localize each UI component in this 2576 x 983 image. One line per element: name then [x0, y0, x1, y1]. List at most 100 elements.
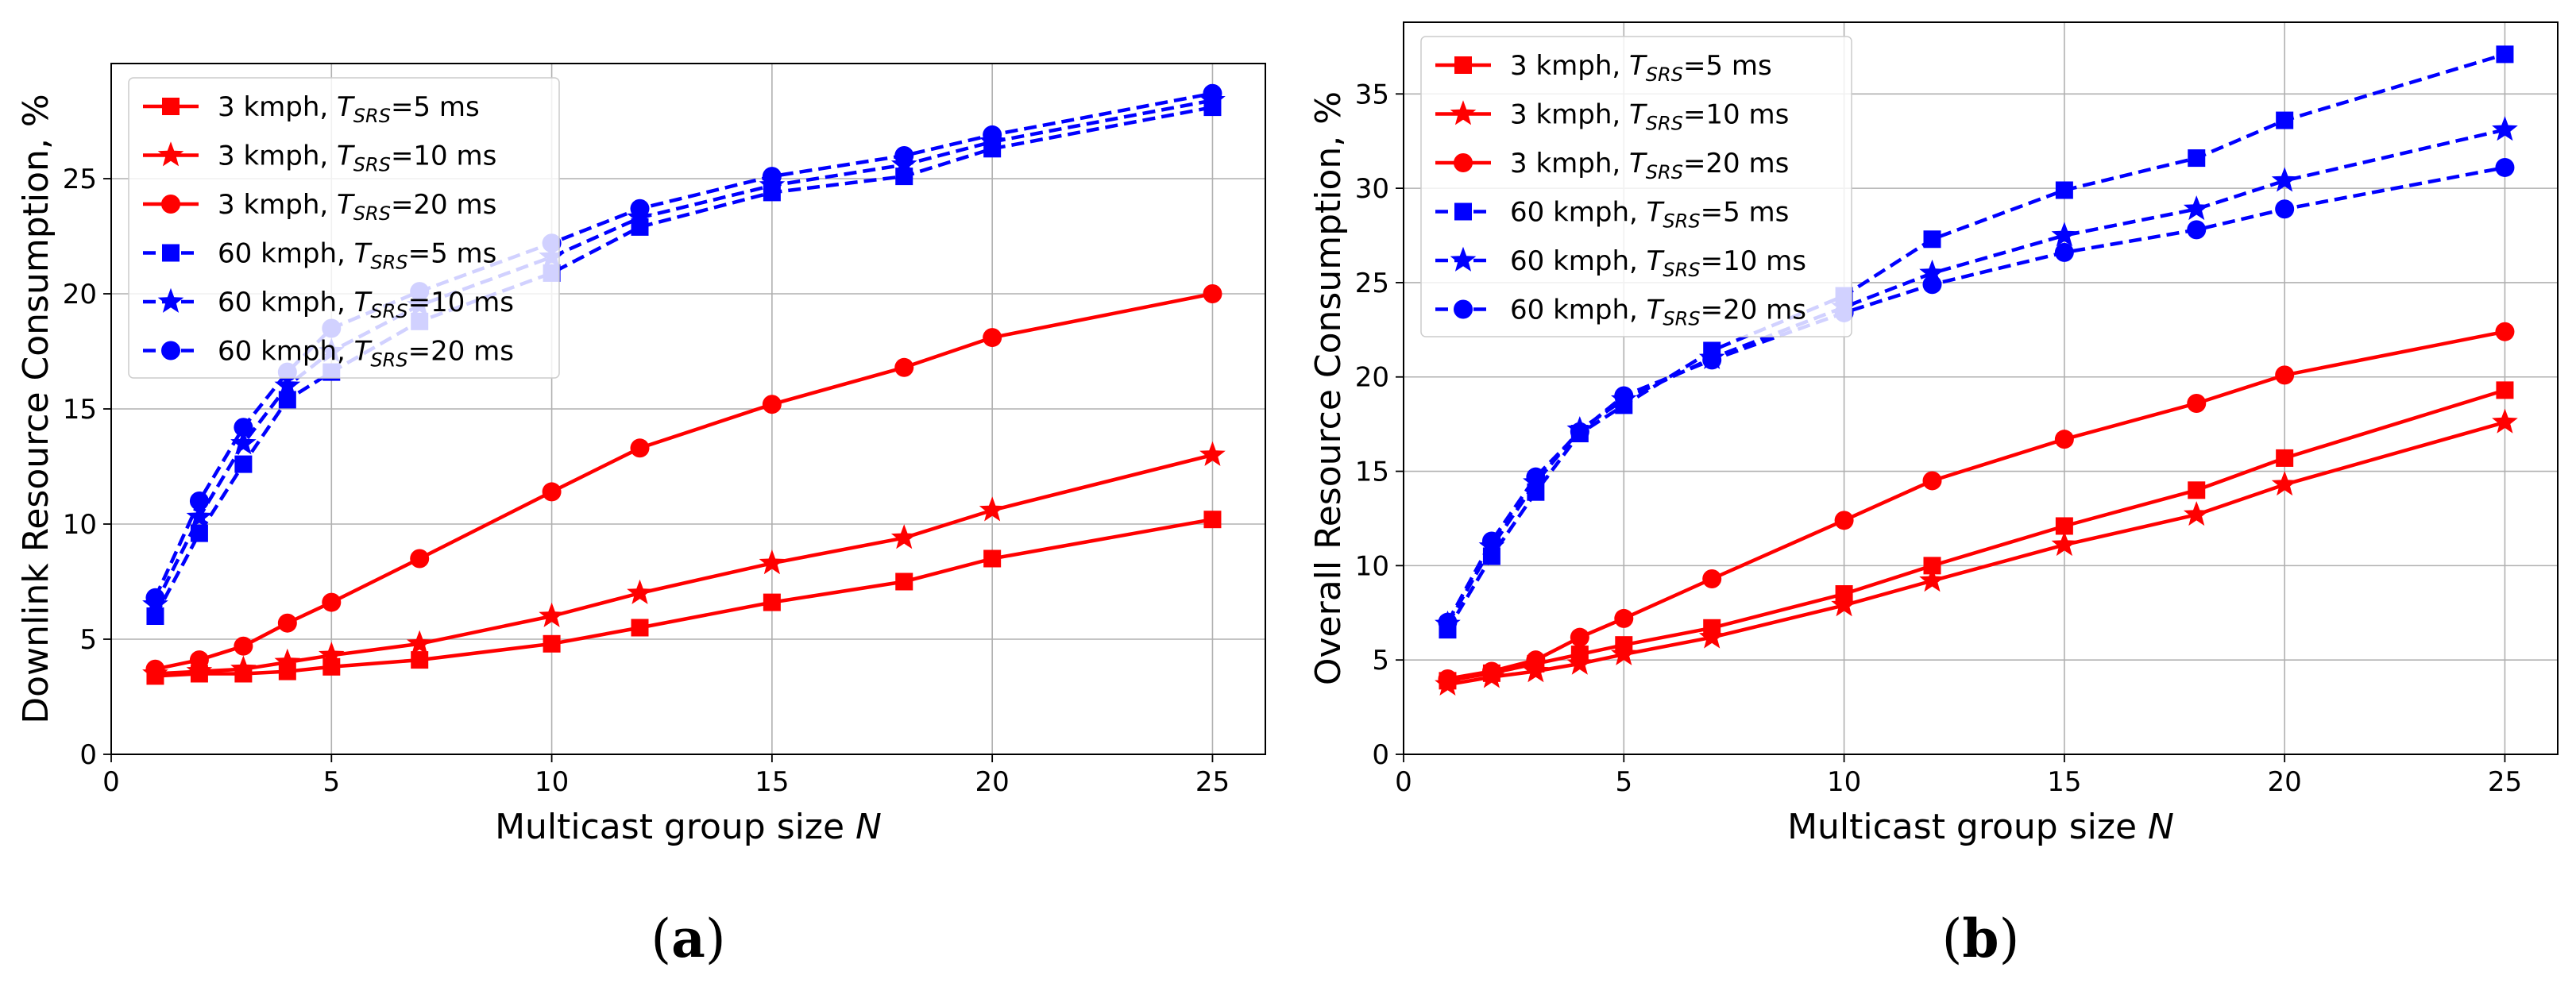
data-point [189, 492, 209, 511]
legend-entry: 60 kmph, TSRS=20 ms [1435, 295, 1806, 330]
x-tick-label: 20 [975, 766, 1010, 798]
x-tick-label: 15 [755, 766, 789, 798]
data-point [2275, 365, 2295, 385]
data-point [1922, 275, 1942, 295]
legend-box [128, 77, 560, 379]
legend-marker [157, 287, 184, 313]
legend-label: 3 kmph, TSRS=20 ms [218, 189, 496, 225]
legend: 3 kmph, TSRS=5 ms 3 kmph, TSRS=10 ms 3 kmp… [1420, 36, 1852, 337]
data-point [1919, 567, 1945, 592]
legend-label: 3 kmph, TSRS=10 ms [218, 141, 496, 176]
data-point [1203, 511, 1222, 529]
data-point [1834, 511, 1854, 530]
data-point [145, 588, 165, 607]
data-point [2271, 167, 2298, 192]
data-point [230, 430, 257, 455]
data-point [1481, 661, 1501, 681]
legend-marker [157, 141, 184, 167]
data-point [2496, 381, 2514, 399]
legend-entry: 3 kmph, TSRS=5 ms [1435, 50, 1772, 86]
legend-entry: 60 kmph, TSRS=20 ms [143, 336, 514, 372]
data-point [230, 655, 257, 680]
data-point [1199, 441, 1226, 466]
y-tick-label: 30 [1355, 173, 1389, 205]
data-point [983, 328, 1002, 348]
data-point [895, 572, 913, 591]
panel-label: (b) [1942, 908, 2020, 970]
legend-label: 60 kmph, TSRS=10 ms [218, 287, 514, 322]
data-point [1702, 350, 1722, 370]
data-point [1526, 467, 1546, 487]
data-point [1570, 627, 1589, 647]
x-tick-label: 5 [1615, 766, 1632, 798]
data-point [2051, 531, 2078, 557]
data-point [1614, 608, 1634, 628]
series-2 [1438, 322, 2515, 688]
data-point [979, 496, 1006, 522]
series-line [1446, 165, 2505, 623]
legend-label: 3 kmph, TSRS=5 ms [1510, 50, 1772, 86]
axes-frame [1403, 21, 2559, 755]
data-point [2495, 157, 2515, 177]
legend-marker [1454, 299, 1473, 319]
y-tick-label: 25 [63, 164, 97, 195]
data-point [631, 619, 649, 637]
legend-entry: 3 kmph, TSRS=20 ms [143, 189, 496, 225]
legend-entry: 60 kmph, TSRS=10 ms [1435, 245, 1806, 281]
x-tick-label: 15 [2047, 766, 2081, 798]
data-point [234, 418, 253, 438]
axes-frame [110, 63, 1266, 755]
data-point [189, 650, 209, 670]
y-tick-label: 20 [63, 279, 97, 310]
y-axis-label: Downlink Resource Consumption, % [16, 94, 56, 723]
data-point [319, 642, 345, 667]
data-point [2187, 394, 2207, 414]
data-point [630, 438, 650, 458]
data-point [1481, 531, 1501, 551]
data-point [411, 651, 429, 669]
y-tick-label: 35 [1355, 79, 1389, 110]
legend-entry: 60 kmph, TSRS=5 ms [1435, 197, 1789, 233]
legend-marker [1454, 202, 1472, 221]
data-point [2495, 322, 2515, 341]
data-point [186, 657, 213, 683]
legend-entry: 3 kmph, TSRS=5 ms [143, 91, 480, 127]
data-point [762, 395, 782, 414]
data-point [186, 503, 213, 529]
data-point [1438, 669, 1458, 688]
legend-marker [161, 341, 180, 360]
y-tick-label: 10 [1355, 550, 1389, 582]
legend-label: 3 kmph, TSRS=10 ms [1510, 99, 1789, 135]
y-tick-label: 5 [1372, 645, 1389, 677]
legend-entry: 3 kmph, TSRS=10 ms [1435, 99, 1789, 135]
x-tick-label: 10 [535, 766, 569, 798]
legend-marker [1450, 246, 1477, 272]
legend-marker [161, 195, 180, 214]
data-point [2275, 199, 2295, 219]
x-tick-label: 20 [2268, 766, 2302, 798]
panel-label: (a) [651, 908, 725, 970]
data-point [274, 648, 301, 673]
legend-box [1420, 36, 1852, 337]
legend-marker [1450, 100, 1477, 125]
data-point [1922, 471, 1942, 491]
data-point [1614, 386, 1634, 406]
data-point [763, 593, 781, 611]
y-tick-label: 0 [1372, 739, 1389, 771]
chart-panel-b: 0 5 10 15 20 25 0 5 10 15 20 25 30 35 3 kmph, TSRS=5 m… [1308, 21, 2559, 970]
data-point [145, 659, 165, 679]
data-point [630, 199, 650, 218]
data-point [542, 482, 562, 502]
x-axis-label: Multicast group size N [495, 807, 882, 847]
data-point [1923, 557, 1941, 575]
y-tick-label: 15 [1355, 457, 1389, 488]
data-point [2492, 116, 2518, 141]
data-point [410, 549, 430, 569]
data-point [2188, 481, 2206, 499]
data-point [983, 549, 1002, 568]
data-point [1831, 592, 1857, 617]
data-point [894, 146, 914, 165]
legend-label: 60 kmph, TSRS=5 ms [218, 238, 496, 274]
